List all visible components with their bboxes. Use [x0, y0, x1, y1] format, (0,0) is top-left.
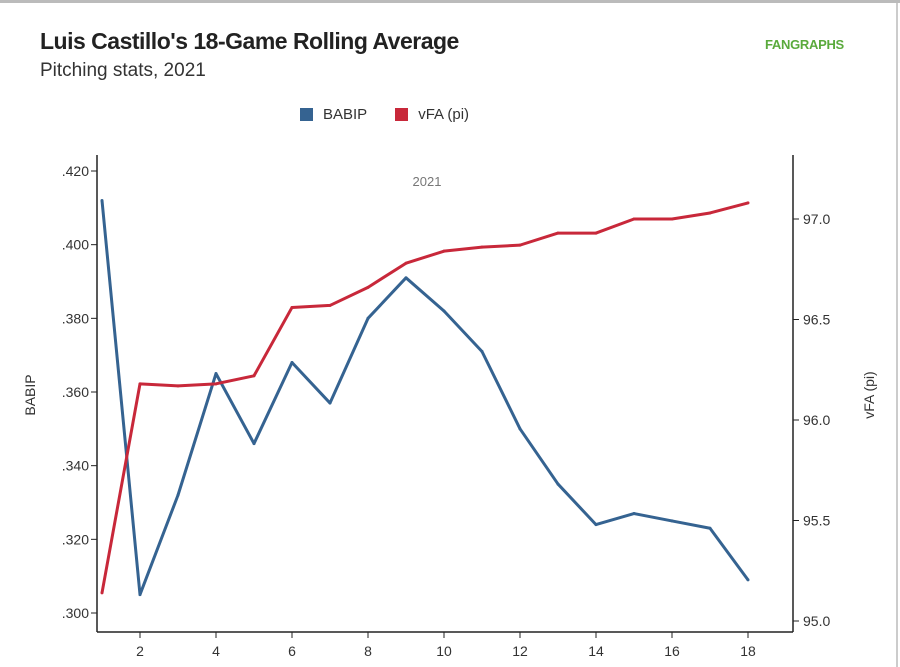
legend-label-vfa: vFA (pi): [418, 106, 470, 123]
data-point-vfa: [556, 231, 560, 235]
data-point-babip: [556, 482, 560, 486]
chart-title: Luis Castillo's 18-Game Rolling Average: [40, 28, 459, 54]
y-tick-label: .360: [62, 384, 89, 400]
chart-frame: [0, 3, 898, 667]
data-point-vfa: [214, 382, 218, 386]
y-tick-label: .340: [62, 458, 89, 474]
data-point-vfa: [632, 217, 636, 221]
data-point-babip: [176, 493, 180, 497]
data-point-vfa: [290, 305, 294, 309]
y-tick-label: .420: [62, 163, 89, 179]
x-tick-label: 4: [212, 643, 220, 659]
data-point-vfa: [176, 384, 180, 388]
data-point-vfa: [708, 211, 712, 215]
data-point-babip: [290, 361, 294, 365]
data-point-vfa: [746, 201, 750, 205]
top-border: [0, 0, 900, 3]
y-tick-label: .400: [62, 237, 89, 253]
series-line-babip: [100, 200, 750, 597]
x-tick-label: 12: [512, 643, 528, 659]
y2-tick-label: 95.0: [803, 613, 830, 629]
fangraphs-logo: FANGRAPHS: [765, 37, 844, 52]
legend-label-babip: BABIP: [323, 106, 368, 123]
data-point-vfa: [100, 591, 104, 595]
data-point-vfa: [366, 285, 370, 289]
x-tick-label: 8: [364, 643, 372, 659]
data-point-vfa: [670, 217, 674, 221]
data-point-vfa: [404, 261, 408, 265]
data-point-vfa: [594, 231, 598, 235]
series-line-vfa: [100, 201, 749, 594]
y2-tick-label: 96.0: [803, 412, 830, 428]
data-point-babip: [518, 427, 522, 431]
data-point-vfa: [252, 374, 256, 378]
data-point-vfa: [328, 303, 332, 307]
x-tick-label: 2: [136, 643, 144, 659]
data-point-babip: [746, 578, 750, 582]
chart-subtitle: Pitching stats, 2021: [40, 60, 206, 81]
data-point-babip: [252, 442, 256, 446]
data-point-babip: [480, 349, 484, 353]
legend-swatch-vfa: [395, 108, 409, 121]
y2-tick-label: 97.0: [803, 211, 830, 227]
data-point-babip: [138, 593, 142, 597]
data-point-babip: [708, 526, 712, 530]
data-point-vfa: [138, 382, 142, 386]
legend: BABIP vFA (pi): [300, 106, 469, 123]
x-tick-label: 14: [588, 643, 604, 659]
year-annotation: 2021: [413, 174, 442, 189]
y2-tick-label: 95.5: [803, 513, 830, 529]
data-point-babip: [404, 276, 408, 280]
y2-axis-label: vFA (pi): [861, 371, 877, 418]
x-tick-label: 18: [740, 643, 756, 659]
data-point-babip: [594, 523, 598, 527]
x-tick-label: 6: [288, 643, 296, 659]
x-tick-label: 10: [436, 643, 452, 659]
data-point-babip: [670, 519, 674, 523]
y-axis-label: BABIP: [22, 374, 38, 415]
data-point-babip: [328, 401, 332, 405]
y-tick-label: .320: [62, 531, 89, 547]
y-tick-label: .300: [62, 605, 89, 621]
data-point-vfa: [518, 243, 522, 247]
legend-item-vfa[interactable]: vFA (pi): [395, 106, 469, 123]
data-point-vfa: [480, 245, 484, 249]
y2-tick-label: 96.5: [803, 312, 830, 328]
x-tick-label: 16: [664, 643, 680, 659]
y-tick-label: .380: [62, 310, 89, 326]
legend-swatch-babip: [300, 108, 313, 121]
data-point-babip: [366, 316, 370, 320]
data-point-babip: [100, 198, 104, 202]
data-point-babip: [632, 512, 636, 516]
data-point-babip: [214, 372, 218, 376]
data-point-babip: [442, 309, 446, 313]
data-point-vfa: [442, 249, 446, 253]
legend-item-babip[interactable]: BABIP: [300, 106, 367, 123]
